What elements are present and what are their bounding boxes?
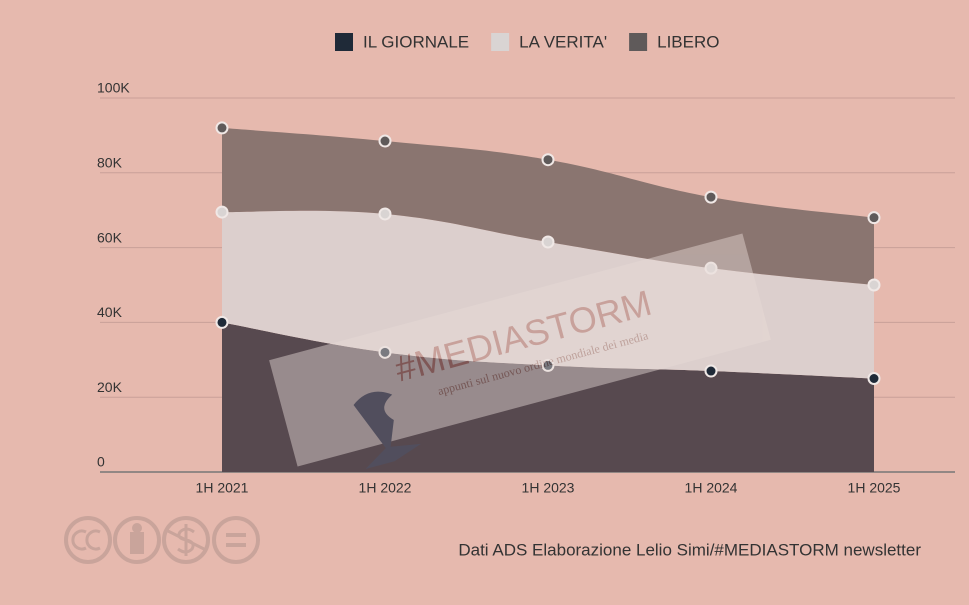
- y-tick-label: 60K: [97, 229, 123, 245]
- area: [222, 210, 874, 379]
- legend-label: LIBERO: [657, 32, 719, 51]
- area: [222, 127, 874, 285]
- data-point: [704, 261, 718, 275]
- data-point: [867, 372, 881, 385]
- cc-license-icons: [64, 516, 260, 564]
- x-tick-label: 1H 2022: [359, 480, 412, 496]
- legend-label: LA VERITA': [519, 32, 607, 51]
- data-point: [215, 121, 229, 135]
- x-tick-label: 1H 2024: [685, 480, 738, 496]
- x-tick-label: 1H 2021: [196, 480, 249, 496]
- watermark-box: [269, 233, 771, 467]
- data-point: [215, 205, 229, 219]
- y-tick-label: 0: [97, 454, 105, 470]
- y-tick-label: 100K: [97, 80, 130, 96]
- y-tick-label: 20K: [97, 379, 123, 395]
- x-tick-label: 1H 2025: [848, 480, 901, 496]
- area: [222, 322, 874, 472]
- legend-label: IL GIORNALE: [363, 32, 469, 51]
- y-tick-label: 80K: [97, 155, 123, 171]
- data-point: [867, 211, 881, 225]
- legend-swatch: [629, 33, 648, 51]
- data-point: [378, 345, 392, 359]
- data-point: [378, 207, 392, 221]
- data-point: [378, 134, 392, 148]
- watermark-icon: [353, 391, 421, 470]
- legend-swatch: [491, 33, 510, 51]
- x-tick-label: 1H 2023: [522, 480, 575, 496]
- data-point: [215, 315, 229, 329]
- data-point: [704, 364, 718, 378]
- data-point: [867, 278, 881, 292]
- data-point: [541, 358, 555, 372]
- data-point: [541, 235, 555, 249]
- source-note: Dati ADS Elaborazione Lelio Simi/#MEDIAS…: [458, 540, 921, 559]
- legend-swatch: [335, 33, 353, 51]
- y-tick-label: 40K: [97, 304, 123, 320]
- data-point: [704, 190, 718, 204]
- data-point: [541, 153, 555, 167]
